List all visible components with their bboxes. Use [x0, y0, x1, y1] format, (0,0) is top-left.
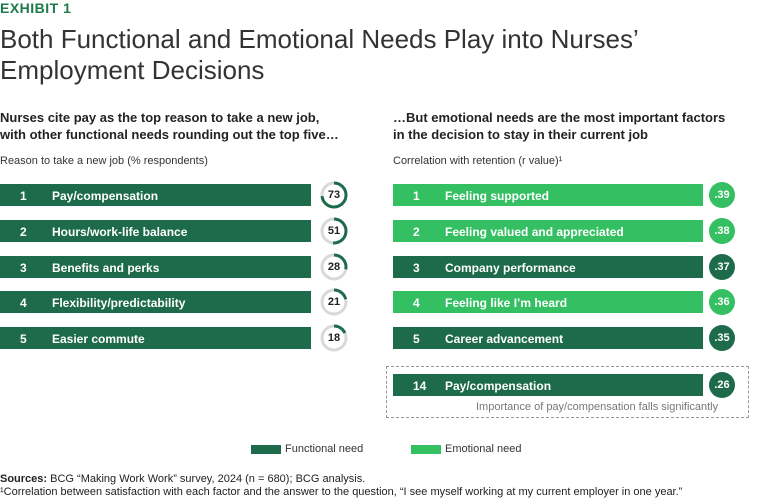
- left-percent-ring-1: 73: [320, 181, 348, 209]
- right-row-label: Career advancement: [445, 332, 564, 346]
- right-row-6: 14 Pay/compensation: [393, 374, 703, 396]
- left-row-1: 1 Pay/compensation: [0, 184, 311, 206]
- right-row-2: 2 Feeling valued and appreciated: [393, 220, 703, 242]
- right-r-value-badge-1: .39: [709, 182, 735, 208]
- sources-text: BCG “Making Work Work” survey, 2024 (n =…: [47, 473, 366, 485]
- sources-label: Sources:: [0, 473, 48, 485]
- title-line-1: Both Functional and Emotional Needs Play…: [0, 24, 639, 54]
- right-row-label: Feeling supported: [445, 189, 550, 203]
- legend-functional-swatch: [251, 445, 281, 454]
- legend-emotional-label: Emotional need: [445, 443, 522, 455]
- left-row-4: 4 Flexibility/predictability: [0, 291, 311, 313]
- left-heading-line-1: Nurses cite pay as the top reason to tak…: [0, 110, 320, 125]
- left-percent-ring-5: 18: [320, 324, 348, 352]
- left-percent-ring-3: 28: [320, 253, 348, 281]
- left-percent-value: 28: [327, 261, 341, 273]
- right-row-5: 5 Career advancement: [393, 327, 703, 349]
- left-row-label: Flexibility/predictability: [52, 296, 186, 310]
- right-r-value-badge-4: .36: [709, 289, 735, 315]
- left-row-rank: 4: [20, 296, 27, 310]
- page-title: Both Functional and Emotional Needs Play…: [0, 24, 639, 86]
- pay-callout-box: [386, 366, 749, 418]
- left-row-label: Pay/compensation: [52, 189, 159, 203]
- right-heading-line-1: …But emotional needs are the most import…: [393, 110, 726, 125]
- left-row-5: 5 Easier commute: [0, 327, 311, 349]
- left-percent-ring-4: 21: [320, 288, 348, 316]
- left-percent-value: 21: [327, 296, 341, 308]
- right-row-label: Company performance: [445, 261, 576, 275]
- right-r-value-badge-6: .26: [709, 372, 735, 398]
- left-row-rank: 5: [20, 332, 27, 346]
- right-row-rank: 5: [413, 332, 420, 346]
- left-percent-value: 51: [327, 225, 341, 237]
- left-percent-value: 18: [327, 332, 341, 344]
- left-percent-value: 73: [327, 189, 341, 201]
- right-row-rank: 14: [413, 379, 427, 393]
- left-row-3: 3 Benefits and perks: [0, 256, 311, 278]
- left-row-2: 2 Hours/work-life balance: [0, 220, 311, 242]
- title-line-2: Employment Decisions: [0, 55, 265, 85]
- left-row-label: Benefits and perks: [52, 261, 160, 275]
- sources-line: Sources: BCG “Making Work Work” survey, …: [0, 473, 365, 485]
- right-subtitle: Correlation with retention (r value)¹: [393, 155, 563, 167]
- left-row-label: Hours/work-life balance: [52, 225, 188, 239]
- right-row-rank: 3: [413, 261, 420, 275]
- right-row-label: Feeling like I’m heard: [445, 296, 568, 310]
- right-heading-line-2: in the decision to stay in their current…: [393, 127, 648, 142]
- right-r-value-badge-3: .37: [709, 254, 735, 280]
- left-row-rank: 2: [20, 225, 27, 239]
- left-subtitle: Reason to take a new job (% respondents): [0, 155, 208, 167]
- right-row-label: Pay/compensation: [445, 379, 552, 393]
- right-row-rank: 4: [413, 296, 420, 310]
- left-heading-line-2: with other functional needs rounding out…: [0, 127, 339, 142]
- left-percent-ring-2: 51: [320, 217, 348, 245]
- right-r-value-badge-2: .38: [709, 218, 735, 244]
- left-row-rank: 3: [20, 261, 27, 275]
- right-row-rank: 2: [413, 225, 420, 239]
- right-heading: …But emotional needs are the most import…: [393, 109, 725, 143]
- right-row-label: Feeling valued and appreciated: [445, 225, 624, 239]
- footnote: ¹Correlation between satisfaction with e…: [0, 486, 683, 498]
- legend-emotional-swatch: [411, 445, 441, 454]
- left-row-rank: 1: [20, 189, 27, 203]
- legend-functional-label: Functional need: [285, 443, 364, 455]
- right-r-value-badge-5: .35: [709, 325, 735, 351]
- pay-callout-note: Importance of pay/compensation falls sig…: [476, 401, 719, 413]
- right-row-1: 1 Feeling supported: [393, 184, 703, 206]
- right-row-4: 4 Feeling like I’m heard: [393, 291, 703, 313]
- left-heading: Nurses cite pay as the top reason to tak…: [0, 109, 339, 143]
- exhibit-label: EXHIBIT 1: [0, 0, 72, 16]
- right-row-3: 3 Company performance: [393, 256, 703, 278]
- left-row-label: Easier commute: [52, 332, 145, 346]
- right-row-rank: 1: [413, 189, 420, 203]
